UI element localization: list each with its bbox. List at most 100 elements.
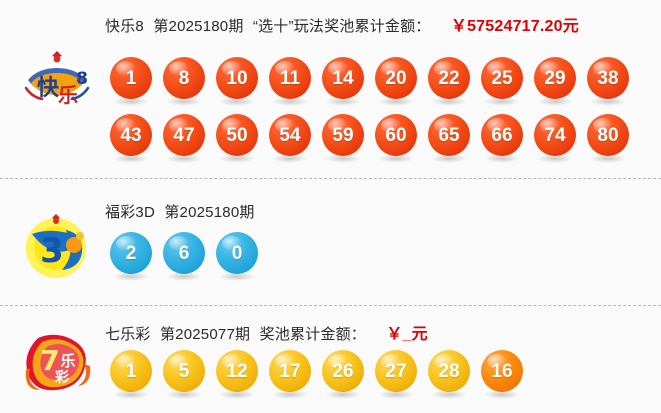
ball-shadow	[166, 390, 202, 399]
fucai3d-title-row: 福彩3D 第2025180期	[105, 201, 255, 222]
lottery-ball[interactable]: 59	[322, 114, 364, 163]
ball-shadow	[166, 272, 202, 281]
lottery-ball[interactable]: 80	[587, 114, 629, 163]
ball-shadow	[325, 390, 361, 399]
kuaile8-lottery-name: 快乐8	[105, 18, 144, 35]
section-qilecai: 七乐彩 第2025077期 奖池累计金额： ￥_元 7 乐 彩 1 5 12 1…	[0, 305, 661, 413]
kuaile8-jackpot-amount: ￥57524717.20元	[450, 18, 579, 35]
ball-number: 60	[385, 124, 407, 146]
lottery-ball[interactable]: 6	[163, 232, 205, 281]
section-kuaile8: 快乐8 第2025180期 “选十”玩法奖池累计金额： ￥57524717.20…	[0, 0, 661, 178]
lottery-ball[interactable]: 28	[428, 350, 470, 399]
kuaile8-logo-icon: 快 乐 8	[18, 50, 96, 118]
qilecai-lottery-name: 七乐彩	[105, 326, 151, 343]
lottery-ball[interactable]: 74	[534, 114, 576, 163]
lottery-ball[interactable]: 65	[428, 114, 470, 163]
ball-shadow	[378, 154, 414, 163]
ball-number: 47	[173, 124, 195, 146]
qilecai-ball-row: 1 5 12 17 26 27 28 16	[110, 350, 523, 399]
lottery-ball[interactable]: 26	[322, 350, 364, 399]
ball-shadow	[272, 390, 308, 399]
ball-shadow	[219, 97, 255, 106]
lottery-ball[interactable]: 27	[375, 350, 417, 399]
svg-text:乐: 乐	[58, 83, 78, 107]
lottery-ball[interactable]: 17	[269, 350, 311, 399]
svg-text:3: 3	[40, 231, 64, 271]
ball-shadow	[325, 154, 361, 163]
lottery-ball[interactable]: 2	[110, 232, 152, 281]
ball-number: 6	[178, 242, 190, 264]
ball-shadow	[219, 154, 255, 163]
ball-shadow	[166, 154, 202, 163]
fucai3d-logo-icon: 3	[18, 212, 96, 280]
ball-shadow	[431, 97, 467, 106]
ball-shadow	[537, 97, 573, 106]
section-fucai3d: 福彩3D 第2025180期 3 2 6 0	[0, 178, 661, 305]
lottery-ball[interactable]: 50	[216, 114, 258, 163]
lottery-ball[interactable]: 38	[587, 57, 629, 106]
ball-shadow	[484, 154, 520, 163]
lottery-ball[interactable]: 60	[375, 114, 417, 163]
lottery-ball[interactable]: 43	[110, 114, 152, 163]
kuaile8-jackpot-label: “选十”玩法奖池累计金额：	[252, 18, 431, 35]
ball-number: 28	[438, 360, 460, 382]
ball-number: 25	[491, 67, 513, 89]
lottery-ball[interactable]: 1	[110, 57, 152, 106]
lottery-ball[interactable]: 8	[163, 57, 205, 106]
kuaile8-issue-number: 第2025180期	[153, 18, 244, 35]
ball-number: 16	[491, 360, 513, 382]
qilecai-jackpot-label: 奖池累计金额：	[259, 326, 366, 343]
ball-number: 1	[125, 67, 137, 89]
lottery-ball[interactable]: 54	[269, 114, 311, 163]
ball-number: 17	[279, 360, 301, 382]
lottery-ball[interactable]: 20	[375, 57, 417, 106]
ball-number: 59	[332, 124, 354, 146]
ball-number: 54	[279, 124, 301, 146]
qilecai-logo-icon: 7 乐 彩	[18, 328, 96, 396]
svg-text:乐: 乐	[60, 352, 75, 370]
ball-shadow	[272, 97, 308, 106]
ball-number: 26	[332, 360, 354, 382]
ball-shadow	[113, 390, 149, 399]
ball-shadow	[431, 390, 467, 399]
ball-shadow	[431, 154, 467, 163]
ball-shadow	[166, 97, 202, 106]
qilecai-issue-number: 第2025077期	[159, 326, 251, 343]
lottery-ball[interactable]: 0	[216, 232, 258, 281]
lottery-ball[interactable]: 14	[322, 57, 364, 106]
ball-shadow	[113, 154, 149, 163]
ball-number: 10	[226, 67, 248, 89]
lottery-ball[interactable]: 5	[163, 350, 205, 399]
ball-number: 74	[544, 124, 566, 146]
ball-number: 22	[438, 67, 460, 89]
lottery-ball[interactable]: 10	[216, 57, 258, 106]
lottery-ball[interactable]: 22	[428, 57, 470, 106]
ball-number: 1	[125, 360, 137, 382]
ball-shadow	[219, 272, 255, 281]
lottery-ball-special[interactable]: 16	[481, 350, 523, 399]
lottery-ball[interactable]: 1	[110, 350, 152, 399]
ball-number: 50	[226, 124, 248, 146]
ball-shadow	[219, 390, 255, 399]
lottery-ball[interactable]: 47	[163, 114, 205, 163]
ball-shadow	[378, 390, 414, 399]
ball-shadow	[590, 154, 626, 163]
lottery-ball[interactable]: 66	[481, 114, 523, 163]
lottery-ball[interactable]: 12	[216, 350, 258, 399]
ball-shadow	[484, 390, 520, 399]
kuaile8-ball-row-1: 1 8 10 11 14 20 22 25 29 38	[110, 57, 629, 106]
svg-text:彩: 彩	[54, 369, 69, 386]
ball-shadow	[484, 97, 520, 106]
fucai3d-issue-number: 第2025180期	[164, 204, 255, 221]
kuaile8-ball-row-2: 43 47 50 54 59 60 65 66 74 80	[110, 114, 629, 163]
lottery-ball[interactable]: 25	[481, 57, 523, 106]
ball-number: 66	[491, 124, 513, 146]
fucai3d-ball-row: 2 6 0	[110, 232, 258, 281]
lottery-ball[interactable]: 29	[534, 57, 576, 106]
ball-shadow	[590, 97, 626, 106]
ball-number: 38	[597, 67, 619, 89]
svg-text:快: 快	[37, 76, 60, 101]
lottery-ball[interactable]: 11	[269, 57, 311, 106]
kuaile8-title-row: 快乐8 第2025180期 “选十”玩法奖池累计金额： ￥57524717.20…	[105, 12, 579, 36]
ball-shadow	[113, 272, 149, 281]
